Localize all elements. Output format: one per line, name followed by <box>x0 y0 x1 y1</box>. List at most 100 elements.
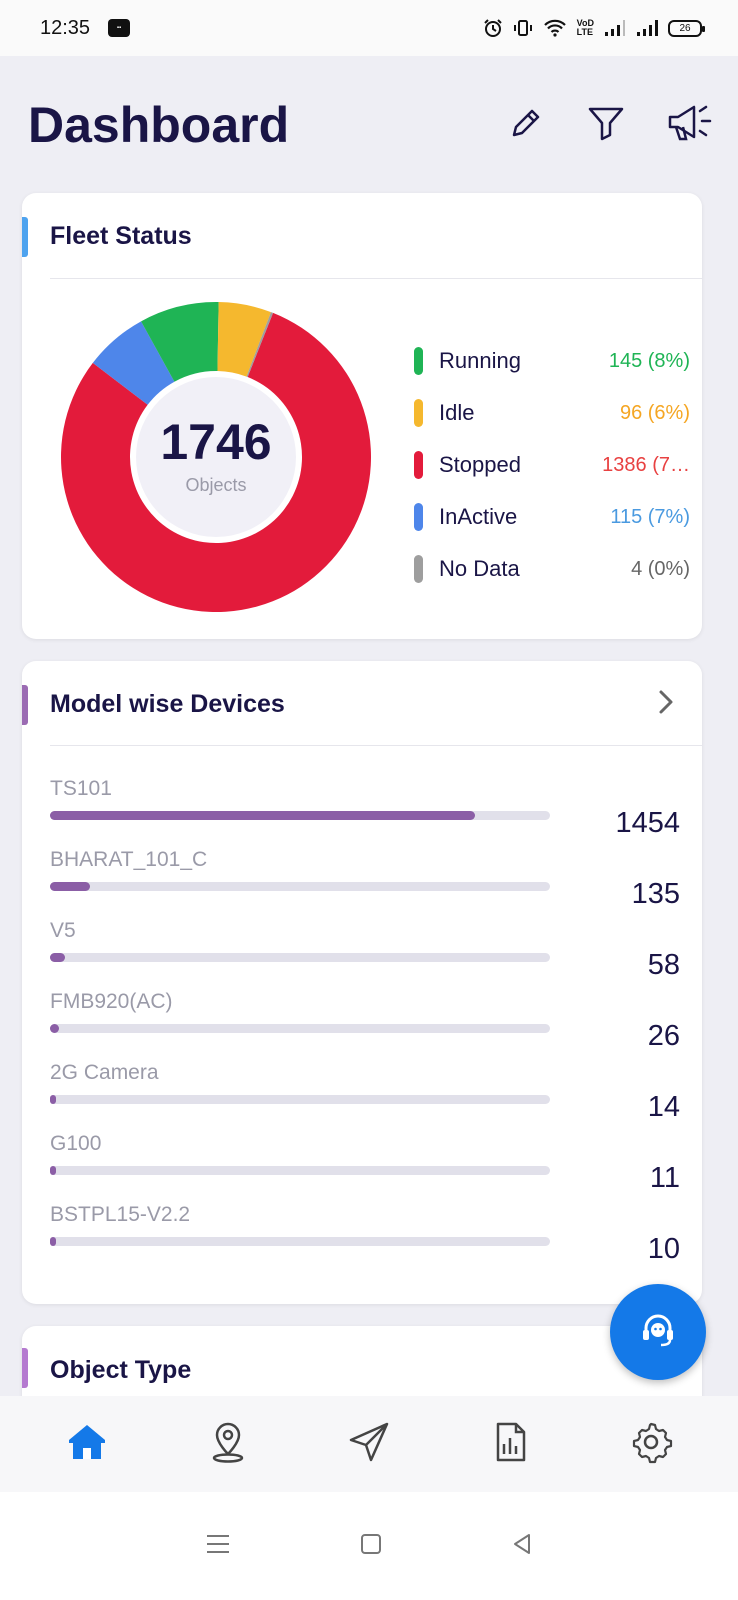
model-wise-card: Model wise Devices TS101 1454 BHARAT_101… <box>22 661 702 1304</box>
model-list: TS101 1454 BHARAT_101_C 135 V5 58 FMB920… <box>50 777 680 1274</box>
chevron-right-icon[interactable] <box>656 688 676 721</box>
nav-location[interactable] <box>198 1414 258 1474</box>
no-data-dot <box>414 555 423 583</box>
legend-label: Running <box>439 348 521 373</box>
fleet-status-title: Fleet Status <box>50 221 192 250</box>
list-item[interactable]: V5 58 <box>50 919 680 990</box>
model-wise-accent <box>22 685 28 725</box>
donut-slice-no-data[interactable] <box>246 312 274 378</box>
legend-item-stopped[interactable]: Stopped 1386 (7… <box>414 439 690 491</box>
legend-label: No Data <box>439 556 520 581</box>
model-name: 2G Camera <box>50 1061 159 1084</box>
legend-item-inactive[interactable]: InActive 115 (7%) <box>414 491 690 543</box>
nav-home[interactable] <box>57 1414 117 1474</box>
model-bar-track <box>50 1166 550 1175</box>
status-icons: VoD LTE 26 <box>483 18 705 38</box>
model-name: V5 <box>50 919 76 942</box>
paytm-icon: ▪▪ <box>108 19 131 37</box>
model-wise-header[interactable]: Model wise Devices <box>22 661 702 747</box>
model-bar-fill <box>50 1237 56 1246</box>
system-nav <box>0 1492 738 1600</box>
legend-item-idle[interactable]: Idle 96 (6%) <box>414 387 690 439</box>
wifi-icon <box>543 18 567 38</box>
donut-hole <box>136 377 296 537</box>
model-bar-track <box>50 811 550 820</box>
legend-label: InActive <box>439 504 518 529</box>
model-count: 135 <box>631 878 680 910</box>
signal-icon-2 <box>636 19 658 37</box>
list-item[interactable]: 2G Camera 14 <box>50 1061 680 1132</box>
legend-label: Idle <box>439 400 475 425</box>
model-bar-track <box>50 1095 550 1104</box>
idle-dot <box>414 399 423 427</box>
model-name: TS101 <box>50 777 112 800</box>
status-bar: 12:35 ▪▪ VoD LTE 26 <box>0 0 738 56</box>
nav-navigate[interactable] <box>339 1414 399 1474</box>
pencil-icon[interactable] <box>506 103 546 148</box>
model-name: BSTPL15-V2.2 <box>50 1203 191 1226</box>
list-item[interactable]: BSTPL15-V2.2 10 <box>50 1203 680 1274</box>
donut-slice-stopped[interactable] <box>61 312 371 612</box>
navigate-icon <box>347 1420 391 1469</box>
model-wise-title: Model wise Devices <box>50 689 285 718</box>
legend-item-running[interactable]: Running 145 (8%) <box>414 335 690 387</box>
model-name: G100 <box>50 1132 102 1155</box>
home-icon <box>65 1420 109 1469</box>
model-bar-track <box>50 953 550 962</box>
home-square-icon[interactable] <box>360 1533 382 1560</box>
model-bar-track <box>50 1024 550 1033</box>
fleet-total-label: Objects <box>185 474 247 495</box>
fleet-status-card: Fleet Status 1746 Objects Running 145 (8… <box>22 193 702 639</box>
donut-slice-idle[interactable] <box>217 302 271 377</box>
list-item[interactable]: FMB920(AC) 26 <box>50 990 680 1061</box>
fleet-status-header: Fleet Status <box>22 193 702 279</box>
vibrate-icon <box>513 18 533 38</box>
model-count: 10 <box>647 1233 680 1265</box>
object-type-card: Object Type <box>22 1326 702 1406</box>
running-dot <box>414 347 423 375</box>
list-item[interactable]: G100 11 <box>50 1132 680 1203</box>
status-time: 12:35 <box>40 16 91 39</box>
model-bar-fill <box>50 1166 56 1175</box>
model-bar-fill <box>50 882 90 891</box>
legend-value: 145 (8%) <box>608 349 690 372</box>
battery-icon: 26 <box>668 19 705 37</box>
nav-reports[interactable] <box>480 1414 540 1474</box>
legend-value: 4 (0%) <box>631 557 690 580</box>
volte-icon: VoD LTE <box>576 18 594 37</box>
alarm-icon <box>483 18 503 38</box>
headset-icon <box>638 1310 678 1355</box>
legend-value: 115 (7%) <box>610 505 690 528</box>
signal-icon-1 <box>604 19 626 37</box>
model-count: 1454 <box>615 807 680 839</box>
object-type-header[interactable]: Object Type <box>22 1326 702 1406</box>
megaphone-icon[interactable] <box>666 101 718 150</box>
bottom-nav <box>0 1396 738 1492</box>
fleet-legend: Running 145 (8%) Idle 96 (6%) Stopped 13… <box>414 335 690 595</box>
model-count: 58 <box>647 949 680 981</box>
legend-item-no-data[interactable]: No Data 4 (0%) <box>414 543 690 595</box>
model-count: 14 <box>647 1091 680 1123</box>
legend-value: 1386 (7… <box>602 453 690 476</box>
donut-slice-running[interactable] <box>141 302 219 382</box>
filter-icon[interactable] <box>586 103 626 148</box>
back-icon[interactable] <box>511 1533 533 1560</box>
model-bar-fill <box>50 811 475 820</box>
page-title: Dashboard <box>28 97 290 153</box>
settings-icon <box>629 1420 673 1469</box>
model-bar-track <box>50 1237 550 1246</box>
donut-slice-inactive[interactable] <box>92 321 175 405</box>
fleet-donut-chart[interactable]: 1746 Objects <box>60 301 372 613</box>
model-count: 26 <box>647 1020 680 1052</box>
page-header: Dashboard <box>28 90 718 160</box>
menu-icon[interactable] <box>205 1533 231 1560</box>
model-bar-fill <box>50 953 65 962</box>
support-button[interactable] <box>610 1284 706 1380</box>
list-item[interactable]: BHARAT_101_C 135 <box>50 848 680 919</box>
nav-settings[interactable] <box>621 1414 681 1474</box>
model-count: 11 <box>649 1162 680 1194</box>
list-item[interactable]: TS101 1454 <box>50 777 680 848</box>
stopped-dot <box>414 451 423 479</box>
location-icon <box>206 1420 250 1469</box>
inactive-dot <box>414 503 423 531</box>
